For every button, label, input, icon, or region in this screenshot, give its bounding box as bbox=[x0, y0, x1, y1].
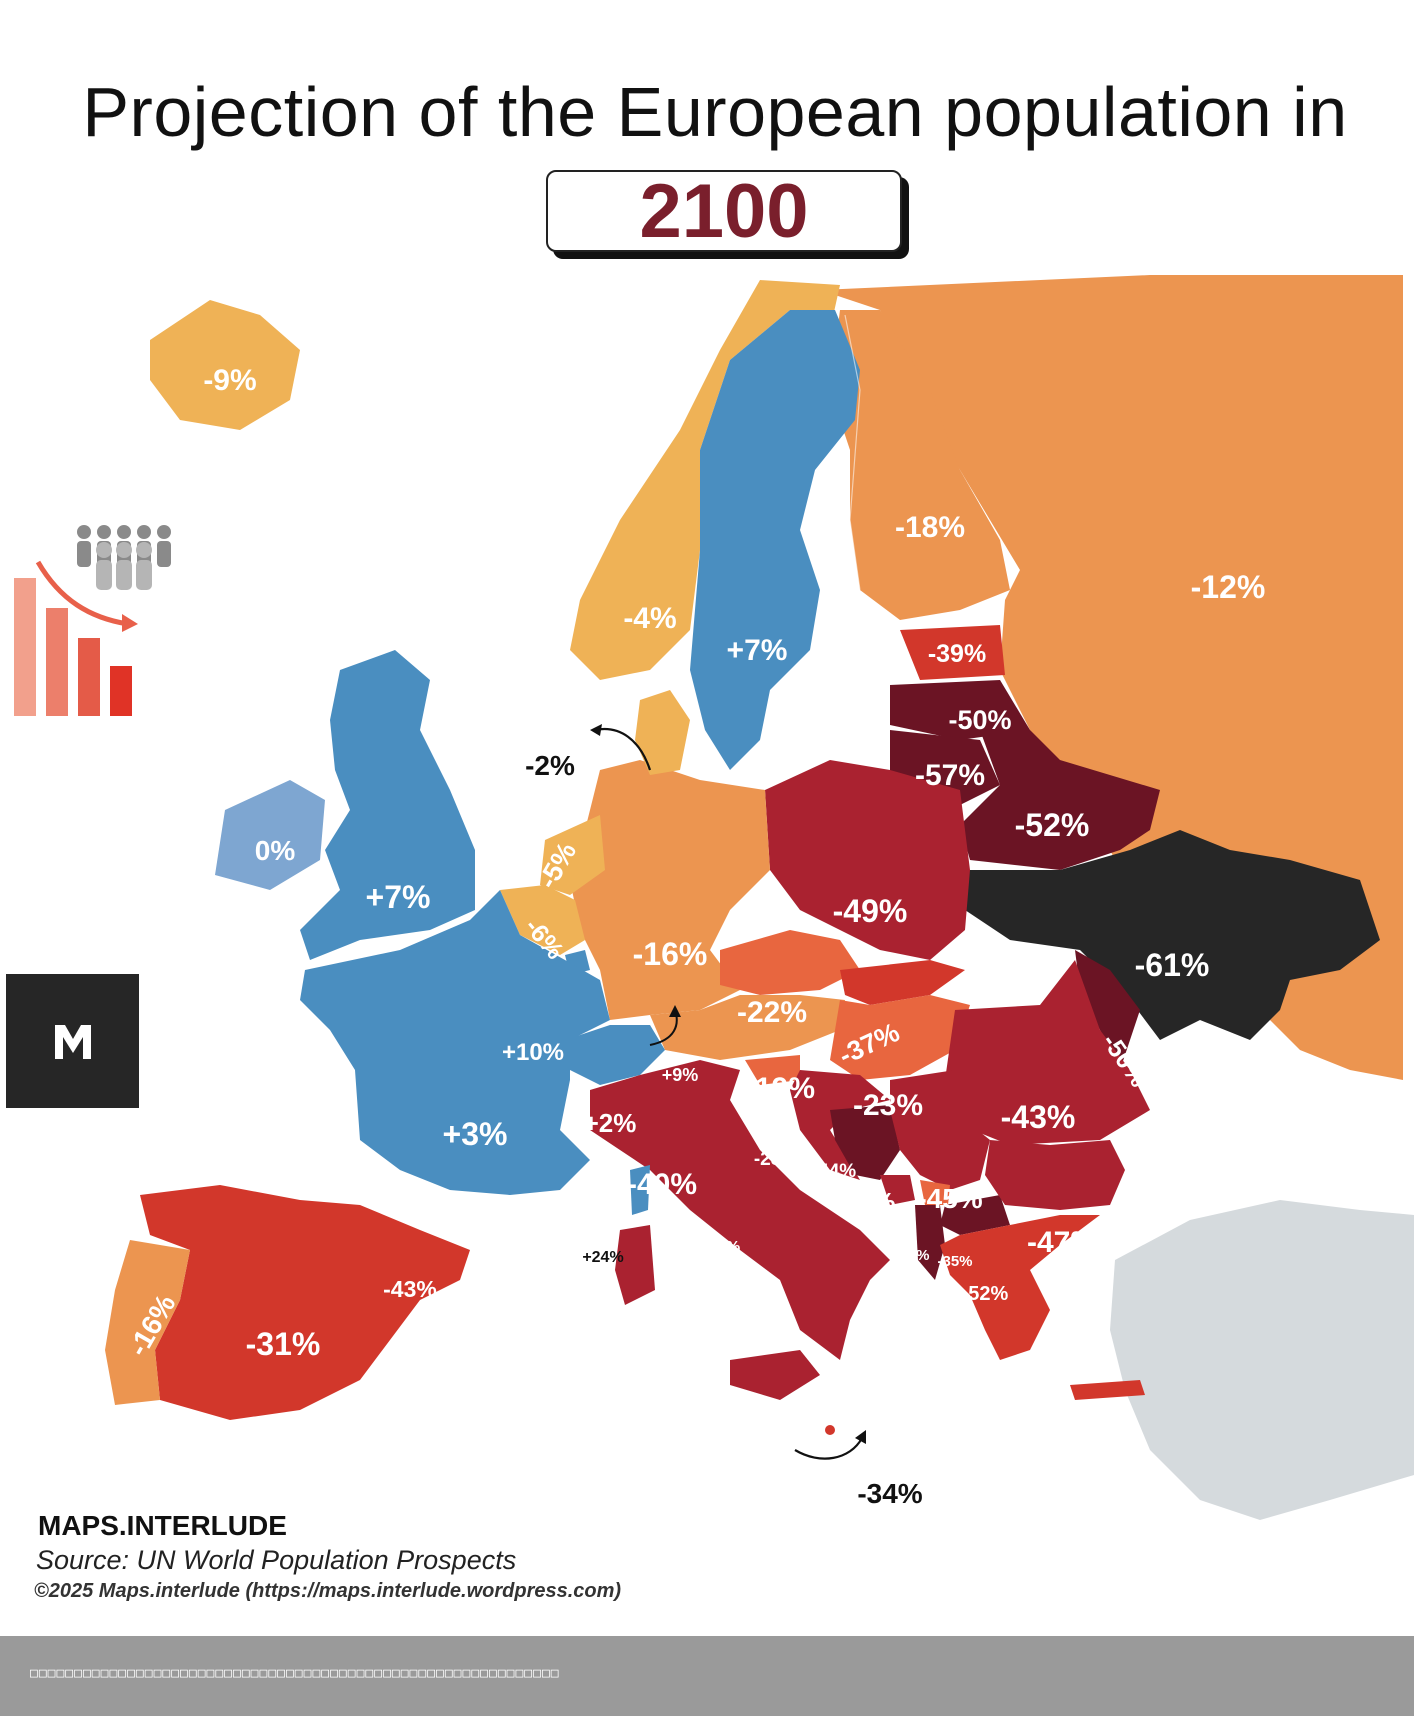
region-greece bbox=[940, 1215, 1100, 1360]
label-bulgaria: -47% bbox=[1027, 1226, 1097, 1259]
caption-text: □□□□□□□□□□□□□□□□□□□□□□□□□□□□□□□□□□□□□□□□… bbox=[30, 1666, 560, 1681]
population-decline-icon bbox=[14, 525, 171, 716]
region-malta bbox=[825, 1425, 835, 1435]
region-north-macedonia bbox=[940, 1195, 1010, 1235]
label-liechtenstein: +9% bbox=[662, 1065, 699, 1085]
label-iceland: -9% bbox=[203, 364, 256, 397]
label-france: +3% bbox=[443, 1116, 508, 1152]
region-sweden bbox=[690, 310, 860, 770]
region-estonia bbox=[900, 625, 1005, 680]
region-iceland bbox=[150, 300, 300, 430]
region-corsica bbox=[630, 1165, 650, 1215]
label-austria: -19% bbox=[745, 1072, 815, 1105]
label-germany: -16% bbox=[633, 936, 708, 972]
region-sicily bbox=[730, 1350, 820, 1400]
label-norway: -4% bbox=[623, 602, 676, 635]
region-france bbox=[300, 890, 610, 1195]
region-bosnia bbox=[830, 1105, 900, 1180]
year-badge: 2100 bbox=[546, 168, 902, 254]
map-title: Projection of the European population in bbox=[82, 73, 1348, 151]
label-estonia: -39% bbox=[928, 640, 986, 668]
region-ireland bbox=[215, 780, 325, 890]
label-denmark: -2% bbox=[525, 750, 575, 781]
region-romania bbox=[945, 960, 1150, 1145]
region-crete bbox=[1070, 1380, 1145, 1400]
label-andorra: -43% bbox=[383, 1276, 437, 1302]
region-czechia bbox=[720, 930, 860, 995]
europe-map: -9% -4% +7% -18% -12% -39% -50% -57% -52… bbox=[105, 275, 1414, 1520]
region-hungary bbox=[830, 995, 970, 1080]
label-luxembourg: +10% bbox=[502, 1039, 564, 1066]
year-value: 2100 bbox=[639, 168, 809, 254]
label-czechia: -22% bbox=[737, 996, 807, 1029]
label-san-marino: -7% bbox=[712, 1239, 740, 1256]
label-malta: -34% bbox=[857, 1478, 922, 1509]
region-montenegro bbox=[880, 1175, 915, 1205]
label-greece: -37% bbox=[962, 1355, 1027, 1386]
arrow-malta-head bbox=[855, 1430, 866, 1444]
copyright-note: ©2025 Maps.interlude (https://maps.inter… bbox=[34, 1580, 622, 1602]
region-sardinia bbox=[615, 1225, 655, 1305]
region-uk bbox=[300, 650, 475, 960]
region-finland bbox=[830, 310, 1010, 620]
brand-name: MAPS.INTERLUDE bbox=[38, 1510, 287, 1541]
label-ukraine: -61% bbox=[1135, 947, 1210, 983]
region-switzerland bbox=[565, 1025, 665, 1085]
region-latvia bbox=[890, 680, 1030, 740]
region-ukraine bbox=[965, 830, 1380, 1040]
label-monaco: +24% bbox=[582, 1249, 623, 1266]
region-turkey bbox=[1110, 1200, 1414, 1520]
label-montenegro: -48% bbox=[894, 1247, 929, 1264]
region-bulgaria bbox=[985, 1140, 1125, 1210]
region-denmark bbox=[635, 690, 690, 775]
label-serbia: -45% bbox=[917, 1183, 982, 1214]
region-norway bbox=[570, 280, 840, 680]
label-poland: -49% bbox=[833, 893, 908, 929]
label-north-macedonia: -52% bbox=[962, 1283, 1009, 1305]
label-romania: -43% bbox=[1001, 1099, 1076, 1135]
label-belarus: -52% bbox=[1015, 807, 1090, 843]
region-slovenia bbox=[745, 1055, 800, 1085]
label-sweden: +7% bbox=[727, 634, 788, 667]
label-latvia: -50% bbox=[948, 705, 1011, 735]
region-albania bbox=[915, 1205, 945, 1280]
region-belarus bbox=[960, 730, 1160, 870]
label-slovenia: -23% bbox=[754, 1149, 798, 1170]
region-austria bbox=[650, 995, 845, 1060]
region-croatia bbox=[790, 1070, 890, 1180]
brand-logo bbox=[6, 974, 139, 1108]
region-belgium bbox=[500, 885, 585, 955]
label-lithuania: -57% bbox=[915, 759, 985, 792]
label-bosnia: -56% bbox=[830, 1187, 895, 1218]
region-moldova bbox=[1075, 950, 1140, 1070]
region-portugal bbox=[105, 1240, 190, 1405]
m-logo-icon bbox=[54, 1025, 91, 1059]
region-kosovo bbox=[920, 1180, 950, 1205]
source-note: Source: UN World Population Prospects bbox=[36, 1545, 517, 1575]
label-hungary: -23% bbox=[853, 1089, 923, 1122]
label-spain: -31% bbox=[246, 1326, 321, 1362]
label-croatia: -44% bbox=[812, 1161, 856, 1182]
region-spain bbox=[140, 1185, 470, 1420]
region-germany bbox=[570, 760, 770, 1020]
region-slovakia bbox=[840, 960, 965, 1005]
arrow-liechtenstein-head bbox=[669, 1005, 681, 1017]
label-russia: -12% bbox=[1191, 569, 1266, 605]
arrow-denmark bbox=[594, 727, 652, 771]
label-switzerland: +2% bbox=[584, 1108, 637, 1138]
arrow-denmark-head bbox=[590, 724, 602, 736]
region-italy bbox=[590, 1060, 890, 1360]
label-italy: -40% bbox=[627, 1168, 697, 1201]
caption-bar: □□□□□□□□□□□□□□□□□□□□□□□□□□□□□□□□□□□□□□□□… bbox=[0, 1636, 1414, 1716]
region-netherlands bbox=[540, 815, 605, 895]
label-ireland: 0% bbox=[255, 835, 296, 866]
label-albania: -57% bbox=[929, 1293, 963, 1348]
label-finland: -18% bbox=[895, 511, 965, 544]
region-poland bbox=[765, 760, 970, 960]
label-uk: +7% bbox=[366, 879, 431, 915]
label-kosovo: -35% bbox=[937, 1253, 972, 1270]
region-serbia bbox=[890, 1070, 990, 1190]
arrow-malta bbox=[794, 1437, 863, 1460]
